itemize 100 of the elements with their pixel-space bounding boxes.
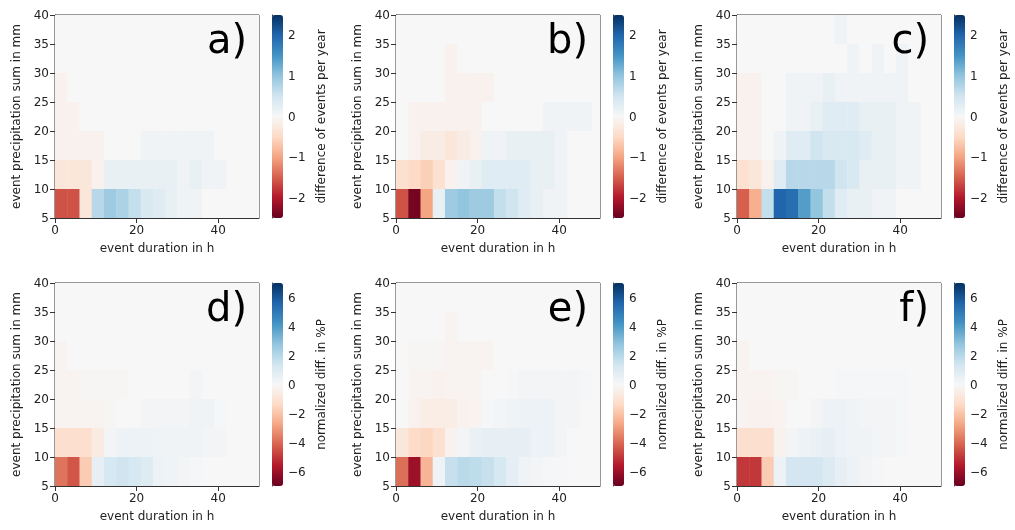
- color-bar-label: −4: [288, 435, 306, 450]
- annotation: c): [891, 16, 930, 62]
- y-tick-label: 40: [374, 8, 390, 22]
- color-bar-label: −2: [970, 190, 988, 205]
- color-bar-label: −6: [629, 464, 647, 479]
- x-tick-label: 0: [392, 491, 400, 505]
- x-tick-label: 40: [551, 491, 567, 505]
- y-tick-label: 30: [33, 66, 49, 80]
- color-bar-title: difference of events per year: [996, 29, 1010, 204]
- color-bar-label: 0: [629, 377, 637, 392]
- y-tick-label: 25: [374, 363, 390, 377]
- x-axis-title: event duration in h: [781, 241, 897, 255]
- color-bar-label: 1: [970, 68, 978, 83]
- y-tick-label: 15: [33, 421, 49, 435]
- y-tick-label: 20: [715, 124, 731, 138]
- y-tick-label: 5: [41, 479, 49, 493]
- color-bar-label: 2: [970, 28, 978, 43]
- x-tick-label: 40: [892, 223, 908, 237]
- y-tick-label: 25: [374, 95, 390, 109]
- color-bar-title: normalized diff. in %P: [314, 319, 328, 450]
- y-tick-label: 25: [33, 363, 49, 377]
- color-bar-title: normalized diff. in %P: [655, 319, 669, 450]
- x-tick-label: 20: [469, 491, 486, 505]
- y-tick-label: 25: [715, 95, 731, 109]
- y-tick-label: 5: [382, 211, 390, 225]
- y-tick-label: 35: [374, 37, 390, 51]
- y-axis-title: event precipitation sum in mm: [9, 292, 23, 477]
- color-bar-label: 2: [970, 348, 978, 363]
- color-bar-label: 2: [629, 348, 637, 363]
- color-bar-label: 4: [970, 319, 978, 334]
- color-bar-title: normalized diff. in %P: [996, 319, 1010, 450]
- y-tick-label: 35: [715, 37, 731, 51]
- y-tick-label: 10: [374, 450, 390, 464]
- x-tick-label: 40: [210, 491, 226, 505]
- y-axis-title: event precipitation sum in mm: [350, 292, 364, 477]
- y-tick-label: 5: [723, 211, 731, 225]
- color-bar-label: 2: [629, 28, 637, 43]
- color-bar-label: −6: [288, 464, 306, 479]
- color-bar-label: 2: [288, 348, 296, 363]
- color-bar-label: −1: [629, 150, 647, 165]
- y-tick-label: 35: [374, 305, 390, 319]
- color-bar-label: 0: [970, 109, 978, 124]
- annotation: e): [547, 284, 588, 330]
- annotation: d): [206, 284, 247, 330]
- y-axis-title: event precipitation sum in mm: [9, 24, 23, 209]
- color-bar-label: 6: [970, 290, 978, 305]
- y-tick-label: 30: [715, 66, 731, 80]
- color-bar-label: 2: [288, 28, 296, 43]
- x-tick-label: 0: [51, 491, 59, 505]
- y-tick-label: 30: [715, 334, 731, 348]
- y-tick-label: 10: [715, 182, 731, 196]
- color-bar-label: −1: [970, 150, 988, 165]
- y-axis-title: event precipitation sum in mm: [691, 292, 705, 477]
- y-tick-label: 20: [33, 124, 49, 138]
- y-tick-label: 10: [715, 450, 731, 464]
- color-bar-label: 1: [288, 68, 296, 83]
- y-tick-label: 30: [374, 334, 390, 348]
- color-bar-label: 4: [288, 319, 296, 334]
- x-axis-title: event duration in h: [99, 241, 215, 255]
- x-tick-label: 20: [128, 223, 145, 237]
- x-tick-label: 40: [551, 223, 567, 237]
- x-tick-label: 20: [810, 491, 827, 505]
- x-tick-label: 0: [392, 223, 400, 237]
- x-tick-label: 40: [892, 491, 908, 505]
- annotation: f): [899, 284, 929, 330]
- y-tick-label: 15: [374, 153, 390, 167]
- color-bar-label: −2: [970, 406, 988, 421]
- color-bar-label: −1: [288, 150, 306, 165]
- y-tick-label: 20: [33, 392, 49, 406]
- y-tick-label: 30: [374, 66, 390, 80]
- y-tick-label: 5: [382, 479, 390, 493]
- x-tick-label: 20: [128, 491, 145, 505]
- annotation: b): [547, 16, 588, 62]
- y-tick-label: 5: [723, 479, 731, 493]
- color-bar-label: 0: [629, 109, 637, 124]
- y-tick-label: 15: [715, 153, 731, 167]
- x-tick-label: 20: [810, 223, 827, 237]
- y-tick-label: 35: [715, 305, 731, 319]
- y-tick-label: 20: [715, 392, 731, 406]
- y-tick-label: 15: [715, 421, 731, 435]
- color-bar-label: 0: [288, 109, 296, 124]
- color-bar-label: 0: [288, 377, 296, 392]
- y-tick-label: 35: [33, 37, 49, 51]
- annotation: a): [206, 16, 248, 62]
- color-bar-label: 0: [970, 377, 978, 392]
- x-tick-label: 0: [733, 491, 741, 505]
- y-tick-label: 20: [374, 124, 390, 138]
- x-tick-label: 40: [210, 223, 226, 237]
- x-tick-label: 0: [733, 223, 741, 237]
- y-tick-label: 40: [374, 276, 390, 290]
- y-tick-label: 40: [33, 276, 49, 290]
- color-bar-label: −4: [629, 435, 647, 450]
- x-axis-title: event duration in h: [440, 241, 556, 255]
- y-tick-label: 5: [41, 211, 49, 225]
- x-axis-title: event duration in h: [99, 509, 215, 523]
- y-tick-label: 25: [33, 95, 49, 109]
- y-axis-title: event precipitation sum in mm: [350, 24, 364, 209]
- color-bar-label: −2: [288, 190, 306, 205]
- color-bar-label: 6: [629, 290, 637, 305]
- y-axis-title: event precipitation sum in mm: [691, 24, 705, 209]
